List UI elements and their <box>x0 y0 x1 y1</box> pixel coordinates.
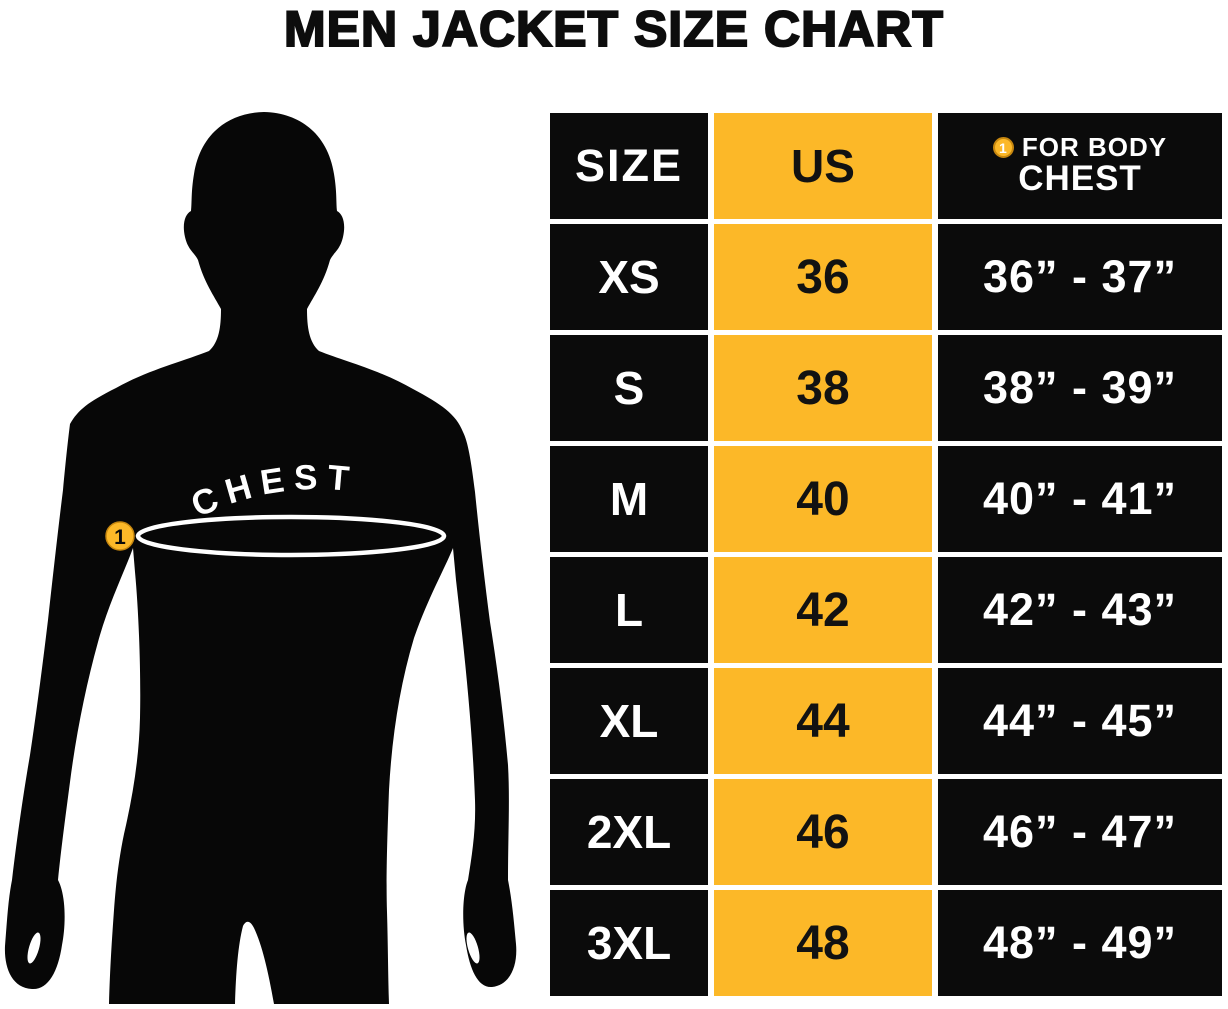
table-row-size: S <box>550 335 708 441</box>
table-row-size: 2XL <box>550 779 708 885</box>
table-row-size: M <box>550 446 708 552</box>
measure-1-badge-circle <box>105 521 135 551</box>
table-row-chest: 38” - 39” <box>938 335 1222 441</box>
measure-1-badge-number: 1 <box>114 526 126 549</box>
chest-column-header: 1 FOR BODY CHEST <box>938 113 1222 219</box>
table-row-us: 42 <box>714 557 932 663</box>
body-measurement-figure: CHEST 1 <box>0 0 545 1004</box>
table-row-us: 36 <box>714 224 932 330</box>
header-1-badge: 1 <box>992 137 1014 159</box>
table-row-size: 3XL <box>550 890 708 996</box>
size-chart-table: SIZE US 1 FOR BODY CHEST XS 36 36” - 37”… <box>550 113 1222 996</box>
chest-header-line1: 1 FOR BODY <box>992 131 1168 162</box>
left-thumb-notch <box>27 932 41 964</box>
table-row-us: 38 <box>714 335 932 441</box>
table-row-size: XL <box>550 668 708 774</box>
table-row-us: 48 <box>714 890 932 996</box>
chest-measure-ellipse <box>135 514 447 558</box>
table-row-size: XS <box>550 224 708 330</box>
size-column-header: SIZE <box>550 113 708 219</box>
silhouette-svg: CHEST 1 <box>4 112 517 1004</box>
page-title: MEN JACKET SIZE CHART <box>283 0 944 58</box>
us-column-header: US <box>714 113 932 219</box>
table-row-chest: 44” - 45” <box>938 668 1222 774</box>
table-row-chest: 40” - 41” <box>938 446 1222 552</box>
table-row-chest: 48” - 49” <box>938 890 1222 996</box>
table-row-size: L <box>550 557 708 663</box>
chest-header-line2: CHEST <box>1018 159 1142 199</box>
table-row-chest: 46” - 47” <box>938 779 1222 885</box>
for-body-label: FOR BODY <box>1021 131 1168 162</box>
right-thumb-notch <box>466 932 480 964</box>
man-silhouette <box>4 112 517 1004</box>
table-row-chest: 36” - 37” <box>938 224 1222 330</box>
table-row-us: 46 <box>714 779 932 885</box>
table-row-chest: 42” - 43” <box>938 557 1222 663</box>
table-row-us: 44 <box>714 668 932 774</box>
table-row-us: 40 <box>714 446 932 552</box>
